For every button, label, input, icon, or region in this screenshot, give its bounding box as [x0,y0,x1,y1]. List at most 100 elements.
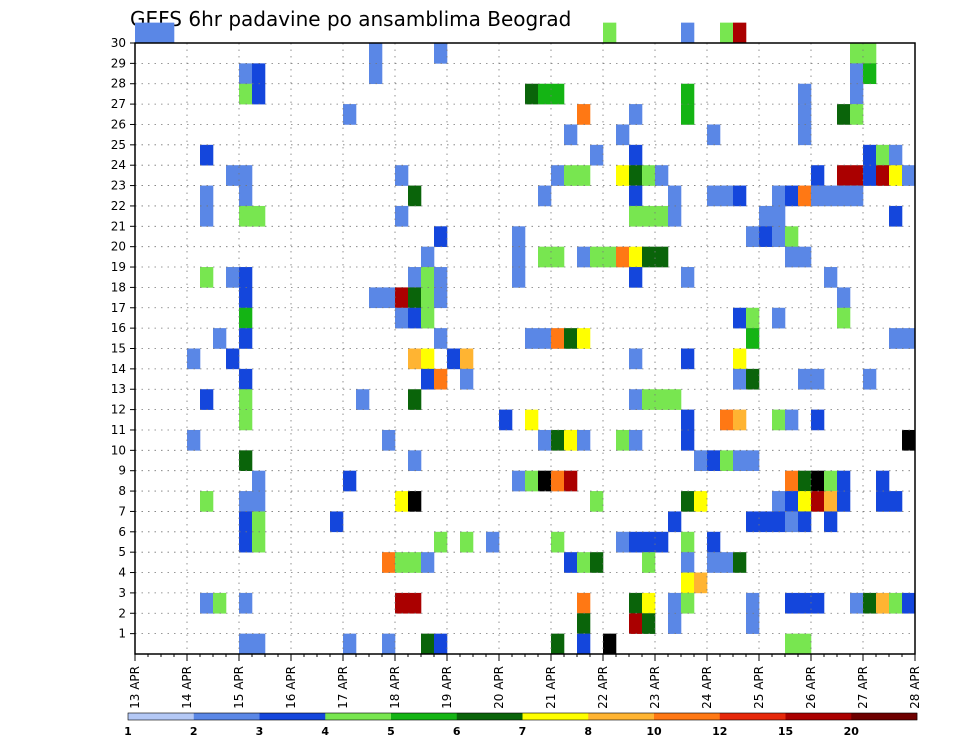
heatmap-cell [577,246,591,268]
colorbar-frame [127,712,918,721]
heatmap-cell [746,307,760,329]
heatmap-cell [577,633,591,655]
heatmap-cell [421,307,435,329]
heatmap-cell [408,348,422,370]
heatmap-cell [512,246,526,268]
heatmap-cell [642,165,656,186]
heatmap-cell [616,531,630,553]
heatmap-cell [863,165,877,186]
heatmap-cell [200,267,214,288]
heatmap-cell [551,328,565,349]
heatmap-cell [681,104,695,125]
heatmap-cell [772,226,786,247]
heatmap-cell [239,511,253,533]
heatmap-cell [252,83,266,105]
y-tick-label: 13 [111,382,126,396]
heatmap-cell [811,409,825,431]
heatmap-cell [525,470,539,492]
heatmap-cell [239,267,253,288]
heatmap-cell [421,246,435,268]
y-tick-label: 20 [111,240,126,254]
heatmap-cell [629,165,643,186]
heatmap-cell [876,470,890,492]
heatmap-cell [200,592,214,614]
x-tick-label: 21 APR [544,666,558,709]
heatmap-cell [863,144,877,166]
y-tick-label: 22 [111,199,126,213]
heatmap-cell [512,470,526,492]
heatmap-cell [694,491,708,512]
heatmap-cell [252,470,266,492]
heatmap-cell [616,246,630,268]
heatmap-cell [798,511,812,533]
heatmap-cell [213,328,227,349]
heatmap-cell [551,633,565,655]
heatmap-cell [746,368,760,390]
heatmap-cell [538,429,552,451]
heatmap-cell [239,368,253,390]
heatmap-cell [408,185,422,207]
colorbar-swatch [588,713,655,720]
heatmap-cell [876,491,903,512]
heatmap-cell [785,633,812,655]
heatmap-cell [850,43,877,64]
heatmap-cell [850,104,864,125]
heatmap-cell [876,592,890,614]
heatmap-cell [434,328,448,349]
heatmap-cell [252,63,266,85]
y-tick-label: 3 [118,586,126,600]
heatmap-cell [525,328,552,349]
heatmap-cell [850,83,864,105]
heatmap-cell [837,104,851,125]
heatmap-cell [746,511,786,533]
heatmap-cell [785,226,799,247]
heatmap-cell [824,491,838,512]
heatmap-cell [707,552,734,573]
heatmap-cell [837,165,864,186]
heatmap-cell [200,491,214,512]
heatmap-cell [746,328,760,349]
heatmap-cell [785,511,799,533]
heatmap-cell [694,450,708,471]
heatmap-cell [811,491,825,512]
heatmap-cell [824,511,838,533]
heatmap-cell [564,470,578,492]
x-tick-label: 24 APR [700,666,714,709]
heatmap-cell [733,368,747,390]
x-tick-label: 18 APR [388,666,402,709]
heatmap-cell [629,205,669,227]
y-tick-label: 6 [118,525,126,539]
heatmap-cell [538,470,552,492]
heatmap-cell [577,613,591,634]
heatmap-cell [408,287,422,309]
heatmap-cell [681,552,695,573]
heatmap-cell [213,592,227,614]
heatmap-cell [824,267,838,288]
heatmap-cell [395,592,422,614]
heatmap-cell [889,144,903,166]
heatmap-cell [590,246,617,268]
heatmap-cell [408,491,422,512]
heatmap-cell [551,470,565,492]
heatmap-cell [694,572,708,594]
heatmap-cell [590,491,604,512]
heatmap-cell [681,531,695,553]
heatmap-cell [746,592,760,614]
x-tick-label: 25 APR [752,666,766,709]
heatmap-cell [434,287,448,309]
heatmap-cell [746,613,760,634]
heatmap-cell [668,205,682,227]
colorbar-swatch [522,713,589,720]
y-tick-label: 30 [111,36,126,50]
heatmap-cell [603,633,617,655]
heatmap-cell [837,491,851,512]
heatmap-cell [629,348,643,370]
heatmap-cell [590,552,604,573]
x-tick-label: 16 APR [284,666,298,709]
colorbar-swatch [128,713,195,720]
heatmap-cell [681,572,695,594]
heatmap-cell [863,63,877,85]
heatmap-cell [434,43,448,64]
y-tick-label: 7 [118,504,126,518]
